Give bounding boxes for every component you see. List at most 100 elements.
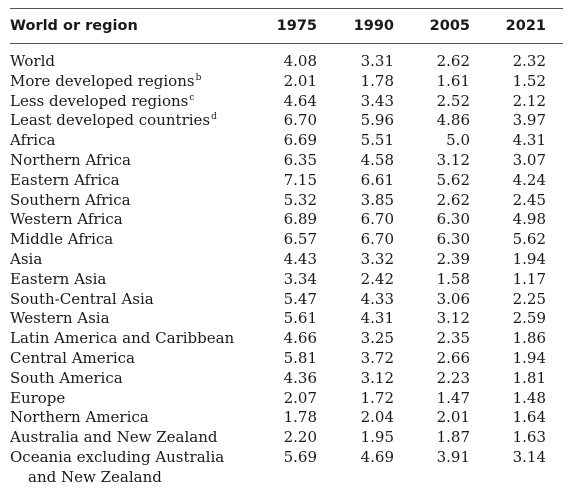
region-cell: Eastern Asia (10, 270, 106, 290)
table-row: Western Asia 5.61 4.31 3.12 2.59 (0, 309, 573, 329)
value-2005: 2.62 (436, 52, 470, 70)
table-row: Australia and New Zealand 2.20 1.95 1.87 1.6… (0, 428, 573, 448)
region-cell: Northern America (10, 408, 149, 428)
table-row: World 4.08 3.31 2.62 2.32 (0, 52, 573, 72)
value-2021: 4.31 (512, 131, 546, 150)
value-1990: 3.25 (360, 329, 394, 348)
value-2021: 3.14 (512, 447, 546, 466)
header-1990: 1990 (353, 18, 394, 34)
region-cell: Asia (10, 250, 42, 270)
table-row: Central America 5.81 3.72 2.66 1.94 (0, 349, 573, 369)
region-name: Asia (10, 249, 43, 268)
region-cell: Western Africa (10, 210, 123, 230)
region-cell: South-Central Asia (10, 290, 154, 310)
value-1990: 4.69 (360, 447, 394, 466)
value-2021: 2.45 (512, 190, 546, 209)
table-row: Less developed regionsc 4.64 3.43 2.52 2.12 (0, 92, 573, 112)
value-2005: 1.87 (436, 428, 470, 447)
region-name: Least developed countries (10, 111, 211, 130)
value-2021: 2.12 (512, 91, 546, 110)
region-cell: Oceania excluding Australia and New Zeala… (10, 448, 224, 488)
value-1990: 3.12 (360, 368, 394, 387)
table-row: Northern America 1.78 2.04 2.01 1.64 (0, 408, 573, 428)
region-name: More developed regions (10, 71, 195, 90)
value-2005: 2.01 (436, 408, 470, 427)
region-cell: Latin America and Caribbean (10, 329, 234, 349)
value-1975: 2.01 (283, 71, 317, 90)
region-cell: Less developed regionsc (10, 92, 194, 112)
value-2021: 4.98 (512, 210, 546, 229)
footnote-marker: c (189, 92, 195, 103)
value-2005: 4.86 (436, 111, 470, 130)
value-2021: 1.48 (512, 388, 546, 407)
region-name: Australia and New Zealand (10, 428, 218, 447)
value-1975: 4.66 (283, 329, 317, 348)
region-cell: More developed regionsb (10, 72, 201, 92)
value-2021: 2.59 (512, 309, 546, 328)
value-1975: 6.89 (283, 210, 317, 229)
value-1990: 6.61 (360, 170, 394, 189)
table-row: Northern Africa 6.35 4.58 3.12 3.07 (0, 151, 573, 171)
value-1975: 5.81 (283, 348, 317, 367)
value-1975: 4.08 (283, 52, 317, 70)
table-row: South-Central Asia 5.47 4.33 3.06 2.25 (0, 290, 573, 310)
value-2005: 2.62 (436, 190, 470, 209)
value-2005: 3.12 (436, 150, 470, 169)
value-1990: 2.04 (360, 408, 394, 427)
header-rule (10, 43, 563, 44)
region-name: World (10, 52, 55, 70)
table-header: World or region 1975 1990 2005 2021 (0, 12, 573, 40)
region-name: South-Central Asia (10, 289, 154, 308)
value-1990: 4.58 (360, 150, 394, 169)
value-2005: 5.62 (436, 170, 470, 189)
value-2021: 3.97 (512, 111, 546, 130)
value-1990: 4.31 (360, 309, 394, 328)
value-1975: 4.43 (283, 249, 317, 268)
region-name: Central America (10, 348, 135, 367)
region-name: Africa (10, 131, 56, 150)
table-row: Eastern Asia 3.34 2.42 1.58 1.17 (0, 270, 573, 290)
region-name: Europe (10, 388, 66, 407)
value-1975: 5.61 (283, 309, 317, 328)
region-cell: Western Asia (10, 309, 110, 329)
value-2005: 2.39 (436, 249, 470, 268)
region-name: South America (10, 368, 123, 387)
header-region: World or region (10, 18, 138, 34)
value-2021: 1.86 (512, 329, 546, 348)
value-1975: 1.78 (283, 408, 317, 427)
value-2021: 5.62 (512, 230, 546, 249)
footnote-marker: b (195, 72, 202, 83)
region-cell: World (10, 52, 55, 72)
value-2005: 3.12 (436, 309, 470, 328)
table-row: Africa 6.69 5.51 5.0 4.31 (0, 131, 573, 151)
value-1975: 4.36 (283, 368, 317, 387)
value-1990: 6.70 (360, 230, 394, 249)
value-2005: 2.66 (436, 348, 470, 367)
table-row: Oceania excluding Australia and New Zeala… (0, 448, 573, 488)
value-1990: 3.31 (360, 52, 394, 70)
value-2021: 2.25 (512, 289, 546, 308)
value-1975: 6.70 (283, 111, 317, 130)
table-row: Latin America and Caribbean 4.66 3.25 2.35 1… (0, 329, 573, 349)
value-1975: 6.69 (283, 131, 317, 150)
value-1990: 3.32 (360, 249, 394, 268)
header-2021: 2021 (505, 18, 546, 34)
value-1990: 5.96 (360, 111, 394, 130)
table-row: Middle Africa 6.57 6.70 6.30 5.62 (0, 230, 573, 250)
table-row: Asia 4.43 3.32 2.39 1.94 (0, 250, 573, 270)
value-1990: 3.85 (360, 190, 394, 209)
value-1975: 2.20 (283, 428, 317, 447)
top-rule (10, 8, 563, 9)
region-name: Southern Africa (10, 190, 131, 209)
region-name: Latin America and Caribbean (10, 329, 235, 348)
value-2005: 2.23 (436, 368, 470, 387)
value-1975: 3.34 (283, 269, 317, 288)
value-1975: 5.32 (283, 190, 317, 209)
region-cell: Southern Africa (10, 191, 131, 211)
table-row: South America 4.36 3.12 2.23 1.81 (0, 369, 573, 389)
value-1990: 2.42 (360, 269, 394, 288)
value-1975: 4.64 (283, 91, 317, 110)
region-cell: Europe (10, 389, 65, 409)
value-2005: 6.30 (436, 210, 470, 229)
